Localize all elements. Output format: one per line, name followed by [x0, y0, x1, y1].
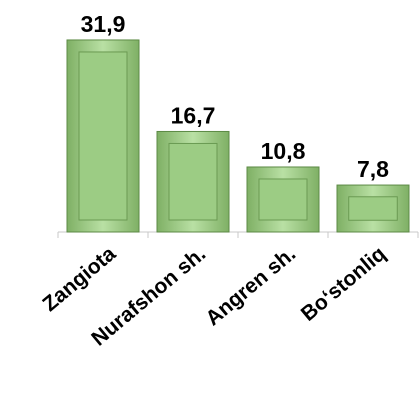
x-tick-label: Angren sh. [201, 242, 300, 330]
data-label: 7,8 [357, 156, 389, 182]
data-label: 16,7 [171, 102, 216, 128]
x-tick-label: Zangiota [38, 242, 120, 316]
bar-bevel [348, 196, 398, 221]
bar-bevel [258, 178, 308, 221]
bar-bevel [168, 142, 218, 221]
data-label: 31,9 [81, 11, 126, 37]
x-tick-label: Boʻstonliq [297, 242, 390, 326]
data-label: 10,8 [261, 138, 306, 164]
bar-bevel [78, 51, 128, 221]
